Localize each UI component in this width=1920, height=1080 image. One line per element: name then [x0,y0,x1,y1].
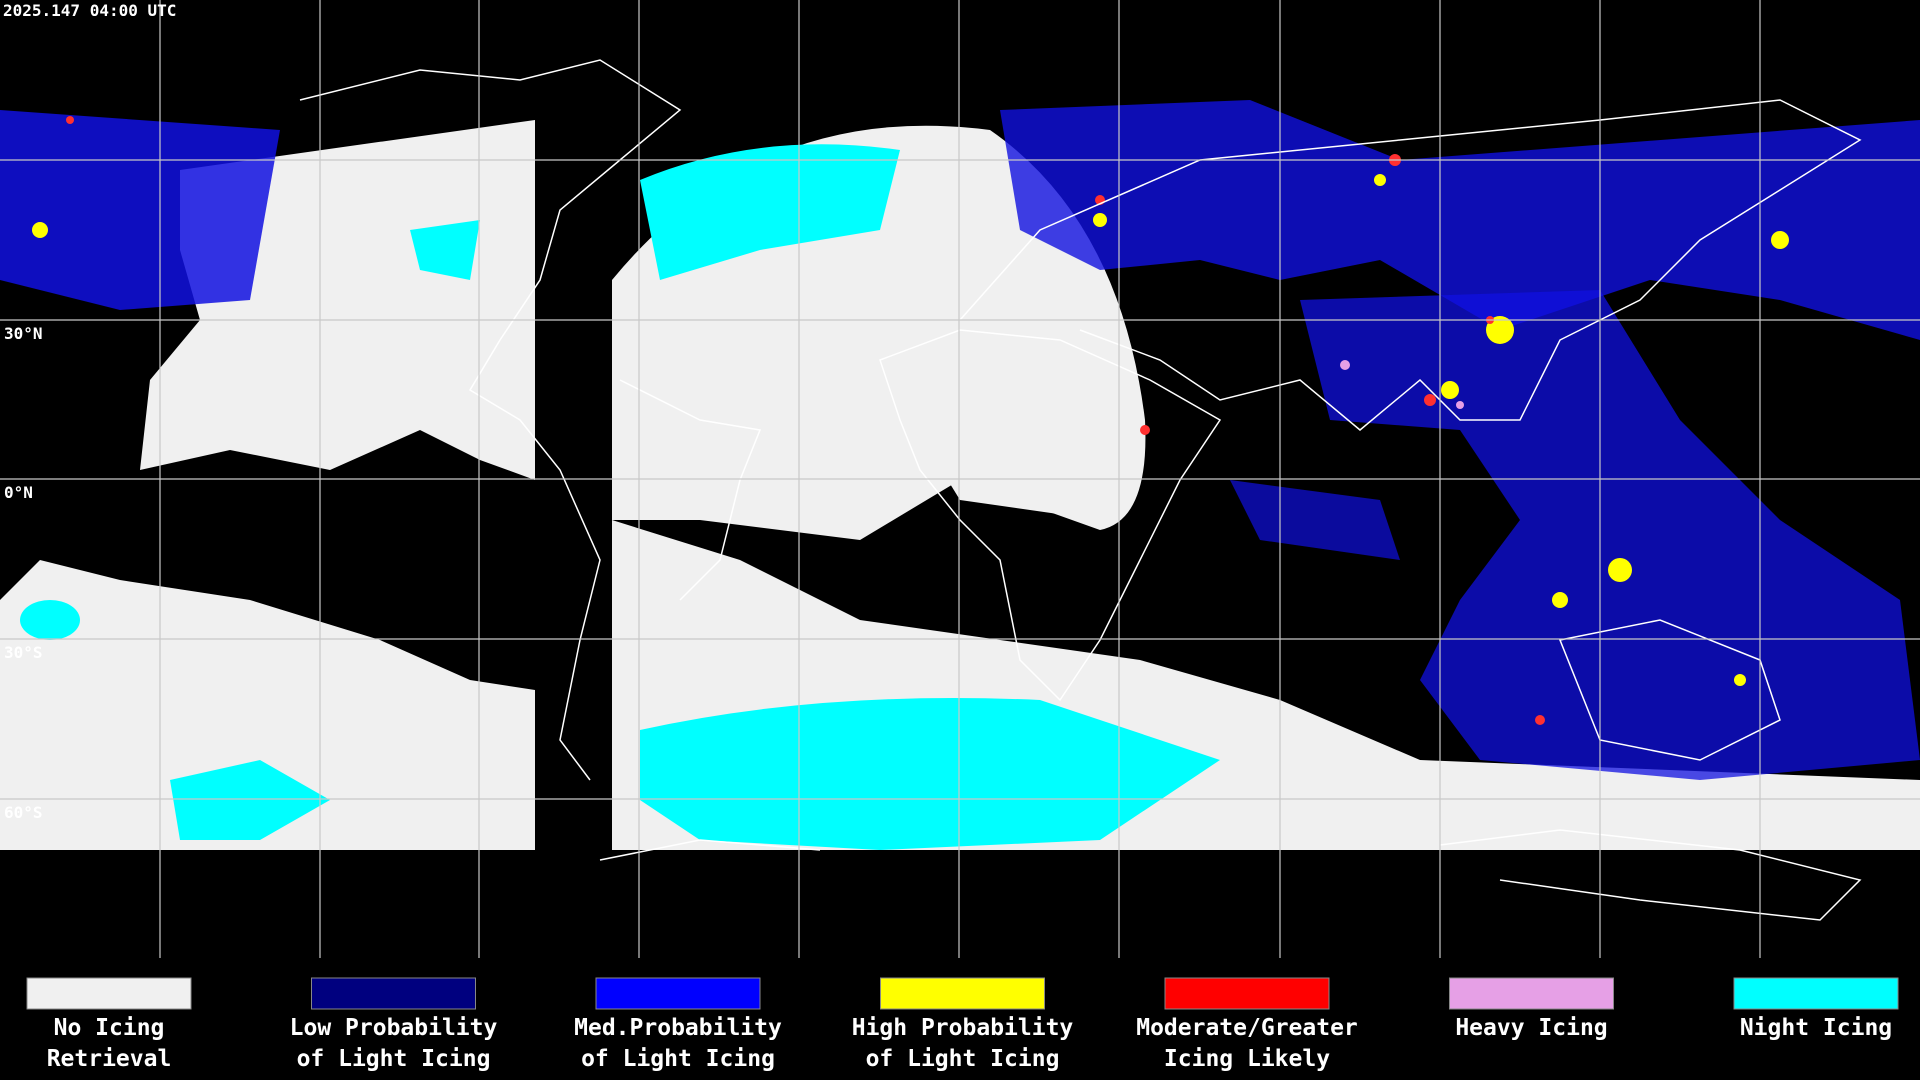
night-icing-regions [20,144,1220,850]
legend-label: Night Icing [1740,1015,1892,1041]
legend-label: Low Probability [290,1015,498,1041]
high-probability-spots [32,174,1789,686]
heavy-icing-spots [1340,360,1464,409]
legend-label: Heavy Icing [1455,1015,1607,1041]
legend-swatch [595,977,761,1010]
latitude-label: 30°N [4,324,43,343]
legend-swatch [1164,977,1330,1010]
timestamp: 2025.147 04:00 UTC [3,1,176,20]
latitude-label: 0°N [4,483,33,502]
legend-swatch [1733,977,1899,1010]
legend-label: Moderate/Greater [1136,1015,1358,1041]
legend-label: of Light Icing [866,1046,1060,1072]
legend-label: No Icing [54,1015,165,1041]
legend-label: Med.Probability [574,1015,782,1041]
latitude-label: 60°S [4,803,43,822]
latitude-label: 30°S [4,643,43,662]
legend-label: Retrieval [47,1046,172,1072]
legend-swatch [1449,977,1614,1010]
graticule [0,0,1920,958]
legend-label: of Light Icing [581,1046,775,1072]
legend-label: Icing Likely [1164,1046,1330,1072]
legend-swatch [26,977,192,1010]
latitude-labels: 30°N 0°N 30°S 60°S [4,324,43,822]
legend-label: High Probability [852,1015,1074,1041]
legend: No Icing Retrieval Low Probability of Light… [26,977,1899,1072]
legend-label: of Light Icing [297,1046,491,1072]
legend-swatch [880,977,1045,1010]
legend-swatch [311,977,476,1010]
